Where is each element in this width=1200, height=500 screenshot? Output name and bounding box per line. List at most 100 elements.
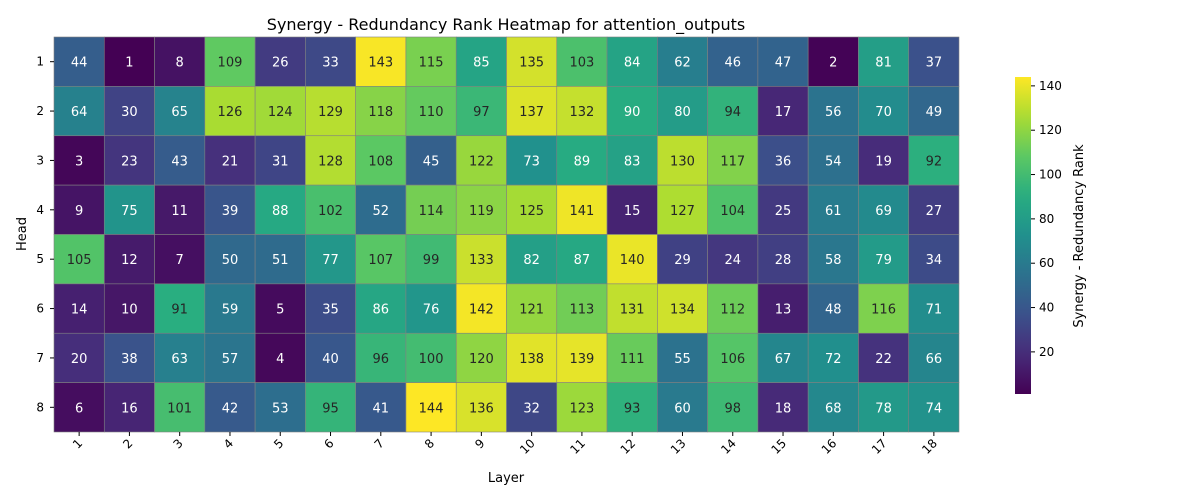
x-tick-label: 3 bbox=[171, 436, 186, 451]
heatmap-cell-value: 16 bbox=[121, 401, 138, 416]
heatmap-cell-value: 93 bbox=[624, 401, 641, 416]
heatmap-cell-value: 123 bbox=[570, 401, 595, 416]
heatmap-cell-value: 133 bbox=[469, 253, 494, 268]
heatmap-cell bbox=[204, 86, 256, 137]
heatmap-cell-value: 107 bbox=[368, 253, 393, 268]
y-tick-label: 2 bbox=[36, 104, 44, 118]
colorbar-tick-label: 80 bbox=[1039, 212, 1054, 226]
heatmap-cell-value: 28 bbox=[775, 253, 792, 268]
heatmap-cell-value: 30 bbox=[121, 105, 138, 120]
x-axis-label: Layer bbox=[488, 471, 525, 486]
heatmap-cell bbox=[455, 135, 507, 186]
heatmap-cell bbox=[657, 234, 708, 285]
heatmap-cell bbox=[405, 332, 457, 383]
x-tick-label: 18 bbox=[919, 436, 940, 457]
heatmap-cell-value: 48 bbox=[825, 303, 842, 318]
x-tick-label: 2 bbox=[120, 436, 135, 451]
heatmap-cell-value: 31 bbox=[272, 154, 289, 169]
heatmap-cell bbox=[103, 184, 155, 235]
heatmap-cell-value: 86 bbox=[373, 303, 390, 318]
heatmap-cell bbox=[807, 234, 859, 285]
heatmap-cell-value: 131 bbox=[620, 303, 645, 318]
heatmap-cell-value: 121 bbox=[519, 303, 544, 318]
heatmap-cell-value: 84 bbox=[624, 56, 641, 71]
heatmap-cell-value: 71 bbox=[926, 303, 943, 318]
heatmap-cell bbox=[707, 234, 759, 285]
heatmap-cell-value: 85 bbox=[473, 56, 490, 71]
heatmap-cell-value: 127 bbox=[670, 204, 695, 219]
heatmap-cell-value: 62 bbox=[674, 56, 691, 71]
heatmap-cell-value: 76 bbox=[423, 303, 440, 318]
heatmap-cell-value: 111 bbox=[620, 352, 645, 367]
heatmap-cell bbox=[154, 382, 206, 433]
heatmap-cell-value: 79 bbox=[875, 253, 892, 268]
heatmap-cell-value: 51 bbox=[272, 253, 289, 268]
heatmap-cell-value: 67 bbox=[775, 352, 792, 367]
heatmap-cell bbox=[53, 36, 105, 87]
heatmap-cell-value: 70 bbox=[875, 105, 892, 120]
heatmap-cell bbox=[506, 36, 558, 87]
heatmap-cell bbox=[757, 234, 809, 285]
heatmap-cell bbox=[103, 382, 155, 433]
heatmap-cell-value: 24 bbox=[724, 253, 741, 268]
heatmap-cell bbox=[355, 234, 407, 285]
heatmap-cell-value: 130 bbox=[670, 154, 695, 169]
heatmap-cell bbox=[154, 135, 206, 186]
heatmap-cell-value: 140 bbox=[620, 253, 645, 268]
heatmap-cell-value: 15 bbox=[624, 204, 641, 219]
heatmap-cell-value: 137 bbox=[519, 105, 544, 120]
heatmap-cell-value: 66 bbox=[926, 352, 943, 367]
heatmap-cell-value: 115 bbox=[419, 56, 444, 71]
heatmap-cell-value: 91 bbox=[171, 303, 188, 318]
heatmap-cell bbox=[707, 36, 759, 87]
heatmap-cell-value: 54 bbox=[825, 154, 842, 169]
x-tick-label: 15 bbox=[768, 436, 789, 457]
heatmap-cell-value: 83 bbox=[624, 154, 641, 169]
heatmap-cell bbox=[204, 332, 256, 383]
heatmap-cell bbox=[606, 184, 658, 235]
heatmap-cell bbox=[154, 332, 206, 383]
heatmap-cell bbox=[305, 283, 356, 334]
heatmap-cell bbox=[908, 234, 960, 285]
heatmap-cell-value: 52 bbox=[373, 204, 390, 219]
x-tick-label: 4 bbox=[221, 436, 236, 451]
heatmap-cell bbox=[556, 135, 608, 186]
heatmap-cell bbox=[355, 332, 407, 383]
heatmap-cell-value: 45 bbox=[423, 154, 440, 169]
heatmap-cell bbox=[657, 283, 708, 334]
heatmap-cell bbox=[204, 36, 256, 87]
heatmap-cell bbox=[355, 86, 407, 137]
heatmap-cell-value: 73 bbox=[523, 154, 540, 169]
heatmap-cell-value: 38 bbox=[121, 352, 138, 367]
heatmap-cell-value: 14 bbox=[71, 303, 88, 318]
heatmap-cell bbox=[204, 234, 256, 285]
heatmap-cell bbox=[405, 283, 457, 334]
heatmap-cell bbox=[908, 382, 960, 433]
heatmap-cell bbox=[807, 184, 859, 235]
colorbar-tick-label: 20 bbox=[1039, 345, 1054, 359]
heatmap-cell bbox=[556, 234, 608, 285]
heatmap-cell bbox=[858, 234, 910, 285]
heatmap-cell bbox=[506, 86, 558, 137]
heatmap-cell-value: 6 bbox=[75, 401, 83, 416]
x-tick-label: 8 bbox=[422, 436, 437, 451]
heatmap-cell-value: 96 bbox=[373, 352, 390, 367]
heatmap-cell-value: 109 bbox=[218, 56, 243, 71]
x-tick-label: 10 bbox=[517, 436, 538, 457]
heatmap-cell-value: 36 bbox=[775, 154, 792, 169]
heatmap-cell-value: 21 bbox=[222, 154, 239, 169]
heatmap-cell-value: 43 bbox=[171, 154, 188, 169]
heatmap-cell bbox=[606, 332, 658, 383]
heatmap-cell bbox=[657, 135, 708, 186]
heatmap-cell bbox=[405, 36, 457, 87]
heatmap-cell-value: 8 bbox=[176, 56, 184, 71]
heatmap-cell bbox=[154, 36, 206, 87]
heatmap-cell-value: 11 bbox=[171, 204, 188, 219]
heatmap-cell bbox=[707, 332, 759, 383]
heatmap-cell bbox=[908, 86, 960, 137]
heatmap-cell-value: 108 bbox=[368, 154, 393, 169]
x-tick-label: 16 bbox=[819, 436, 840, 457]
colorbar-tick-label: 100 bbox=[1039, 168, 1062, 182]
heatmap-cell bbox=[757, 332, 809, 383]
heatmap-cell-value: 100 bbox=[419, 352, 444, 367]
